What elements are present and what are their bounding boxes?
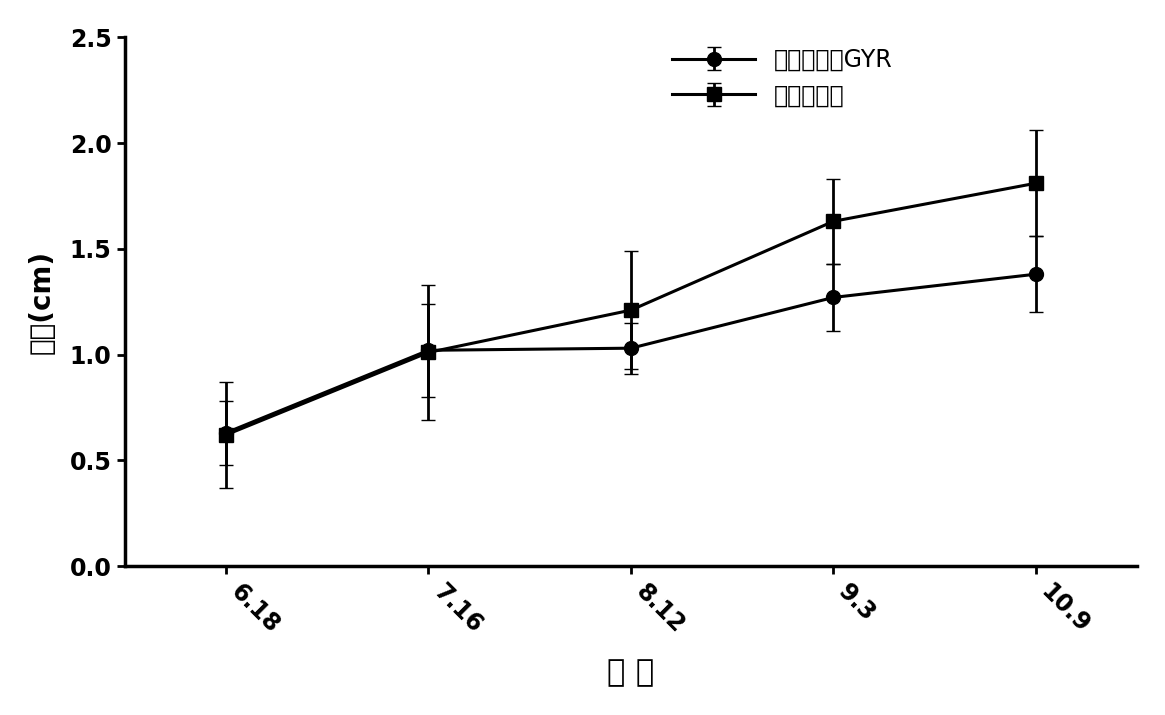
X-axis label: 日 期: 日 期 <box>607 659 655 687</box>
Legend: 转基因青蔧GYR, 野生型受体: 转基因青蔧GYR, 野生型受体 <box>663 39 902 117</box>
Y-axis label: 茎粗(cm): 茎粗(cm) <box>28 250 56 354</box>
